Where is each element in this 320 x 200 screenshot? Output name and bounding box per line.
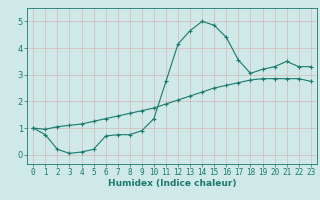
X-axis label: Humidex (Indice chaleur): Humidex (Indice chaleur) (108, 179, 236, 188)
